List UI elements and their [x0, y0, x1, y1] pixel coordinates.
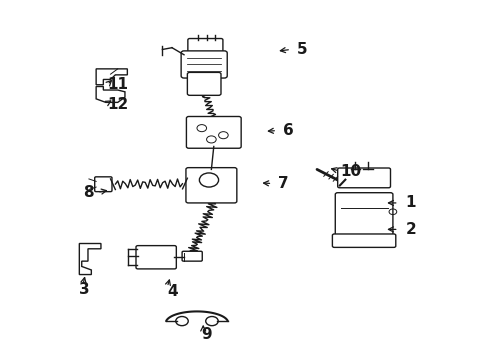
FancyBboxPatch shape: [186, 168, 237, 203]
Text: 10: 10: [340, 164, 361, 179]
FancyBboxPatch shape: [181, 51, 227, 78]
Text: 6: 6: [283, 123, 294, 138]
Text: 12: 12: [107, 96, 128, 112]
FancyBboxPatch shape: [136, 246, 176, 269]
FancyBboxPatch shape: [187, 72, 221, 95]
Text: 7: 7: [278, 176, 289, 191]
FancyBboxPatch shape: [188, 39, 223, 56]
Text: 1: 1: [405, 195, 416, 211]
Text: 9: 9: [201, 327, 212, 342]
Text: 8: 8: [84, 185, 94, 200]
FancyBboxPatch shape: [182, 251, 202, 261]
FancyBboxPatch shape: [332, 234, 396, 247]
FancyBboxPatch shape: [338, 168, 391, 188]
FancyBboxPatch shape: [335, 193, 393, 247]
Text: 5: 5: [297, 42, 308, 57]
Text: 3: 3: [79, 282, 90, 297]
Text: 2: 2: [405, 222, 416, 237]
Text: 11: 11: [107, 77, 128, 92]
Text: 4: 4: [168, 284, 178, 299]
FancyBboxPatch shape: [186, 117, 241, 148]
FancyBboxPatch shape: [95, 177, 112, 192]
